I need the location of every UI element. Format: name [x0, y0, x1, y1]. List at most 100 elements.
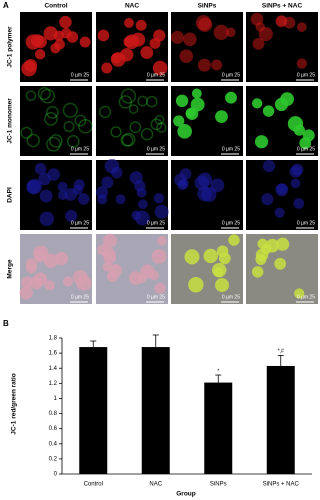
row-label: JC-1 monomer	[7, 98, 14, 144]
cell	[203, 248, 218, 264]
image-background	[20, 86, 92, 156]
cell	[66, 135, 80, 148]
x-tick-label: NAC	[149, 482, 162, 488]
panel-label: B	[3, 319, 9, 328]
cell	[59, 15, 72, 29]
y-tick-label: 0	[54, 472, 58, 478]
cell	[225, 27, 236, 38]
cell	[110, 52, 126, 67]
scale-label: 0 µm 25	[222, 220, 240, 226]
micrograph: 0 µm 25	[19, 234, 92, 304]
y-tick-label: 0.2	[49, 456, 58, 462]
cell	[280, 92, 295, 106]
cell	[140, 127, 154, 141]
cell	[152, 60, 168, 76]
scale-label: 0 µm 25	[297, 220, 315, 226]
cell	[146, 95, 158, 108]
cell	[140, 264, 155, 279]
micrograph: 0 µm 25	[171, 160, 243, 230]
cell	[137, 95, 148, 107]
cell	[215, 278, 230, 293]
scale-label: 0 µm 25	[147, 146, 165, 152]
cell	[37, 87, 51, 101]
cell	[262, 105, 275, 117]
cell	[251, 266, 264, 278]
cell	[102, 261, 113, 272]
cell	[257, 238, 268, 250]
cell	[33, 245, 49, 261]
cell	[128, 104, 139, 114]
cell	[25, 90, 37, 102]
cell	[57, 190, 68, 201]
cell	[255, 22, 265, 32]
cell	[121, 132, 136, 147]
cell	[184, 249, 200, 265]
scale-label: 0 µm 25	[222, 146, 240, 152]
x-axis-label: Group	[176, 491, 196, 498]
cell	[30, 34, 44, 48]
cell	[294, 288, 305, 299]
cell	[156, 122, 167, 133]
cell	[57, 181, 68, 192]
scale-label: 0 µm 25	[71, 294, 89, 300]
cell	[255, 248, 269, 262]
cell	[151, 248, 167, 264]
cell	[197, 172, 212, 187]
cell	[225, 91, 237, 104]
cell	[110, 126, 122, 138]
cell	[153, 192, 165, 204]
cell	[170, 30, 184, 44]
y-tick-label: 0.6	[49, 426, 58, 432]
cell	[63, 276, 74, 287]
cell	[252, 37, 265, 50]
cell	[103, 233, 118, 248]
cell	[123, 36, 135, 48]
cell	[120, 133, 134, 147]
cell	[213, 267, 224, 278]
cell	[26, 133, 40, 148]
cell	[135, 19, 147, 31]
significance-mark: *	[217, 368, 219, 374]
image-background	[96, 86, 168, 156]
cell	[44, 112, 58, 126]
cell	[185, 108, 196, 118]
bar	[79, 347, 108, 474]
cell	[275, 183, 289, 197]
micrograph: 0 µm 25	[96, 86, 168, 156]
micrograph: 0 µm 25	[246, 12, 318, 82]
cell	[115, 194, 126, 205]
y-tick-label: 1.4	[49, 366, 58, 372]
cell	[40, 88, 55, 104]
cell	[302, 129, 315, 142]
cell	[101, 62, 113, 74]
cell	[179, 168, 192, 180]
cell	[63, 120, 75, 133]
cell	[97, 194, 108, 205]
scale-label: 0 µm 25	[297, 146, 315, 152]
cell	[178, 178, 189, 189]
x-tick-label: SiNPs	[210, 482, 227, 488]
row-label: Merge	[7, 259, 14, 279]
column-header: NAC	[125, 3, 139, 10]
micrograph: 0 µm 25	[95, 158, 169, 230]
cell	[44, 280, 55, 291]
cell	[101, 176, 114, 189]
micrograph: 0 µm 25	[96, 12, 168, 82]
significance-mark: *,#	[278, 349, 284, 355]
cell	[154, 204, 169, 219]
cell	[78, 119, 93, 134]
cell	[20, 126, 33, 139]
cell	[211, 59, 223, 71]
scale-label: 0 µm 25	[71, 72, 89, 78]
cell	[97, 29, 110, 42]
cell	[293, 198, 305, 209]
x-tick-label: SiNPs + NAC	[263, 482, 300, 488]
row-label: JC-1 polymer	[7, 26, 14, 68]
cell	[296, 22, 307, 32]
micrograph: 0 µm 25	[246, 159, 318, 230]
cell	[118, 95, 133, 109]
cell	[188, 277, 204, 293]
cell	[274, 207, 285, 218]
cell	[73, 269, 88, 285]
cell	[77, 193, 90, 205]
